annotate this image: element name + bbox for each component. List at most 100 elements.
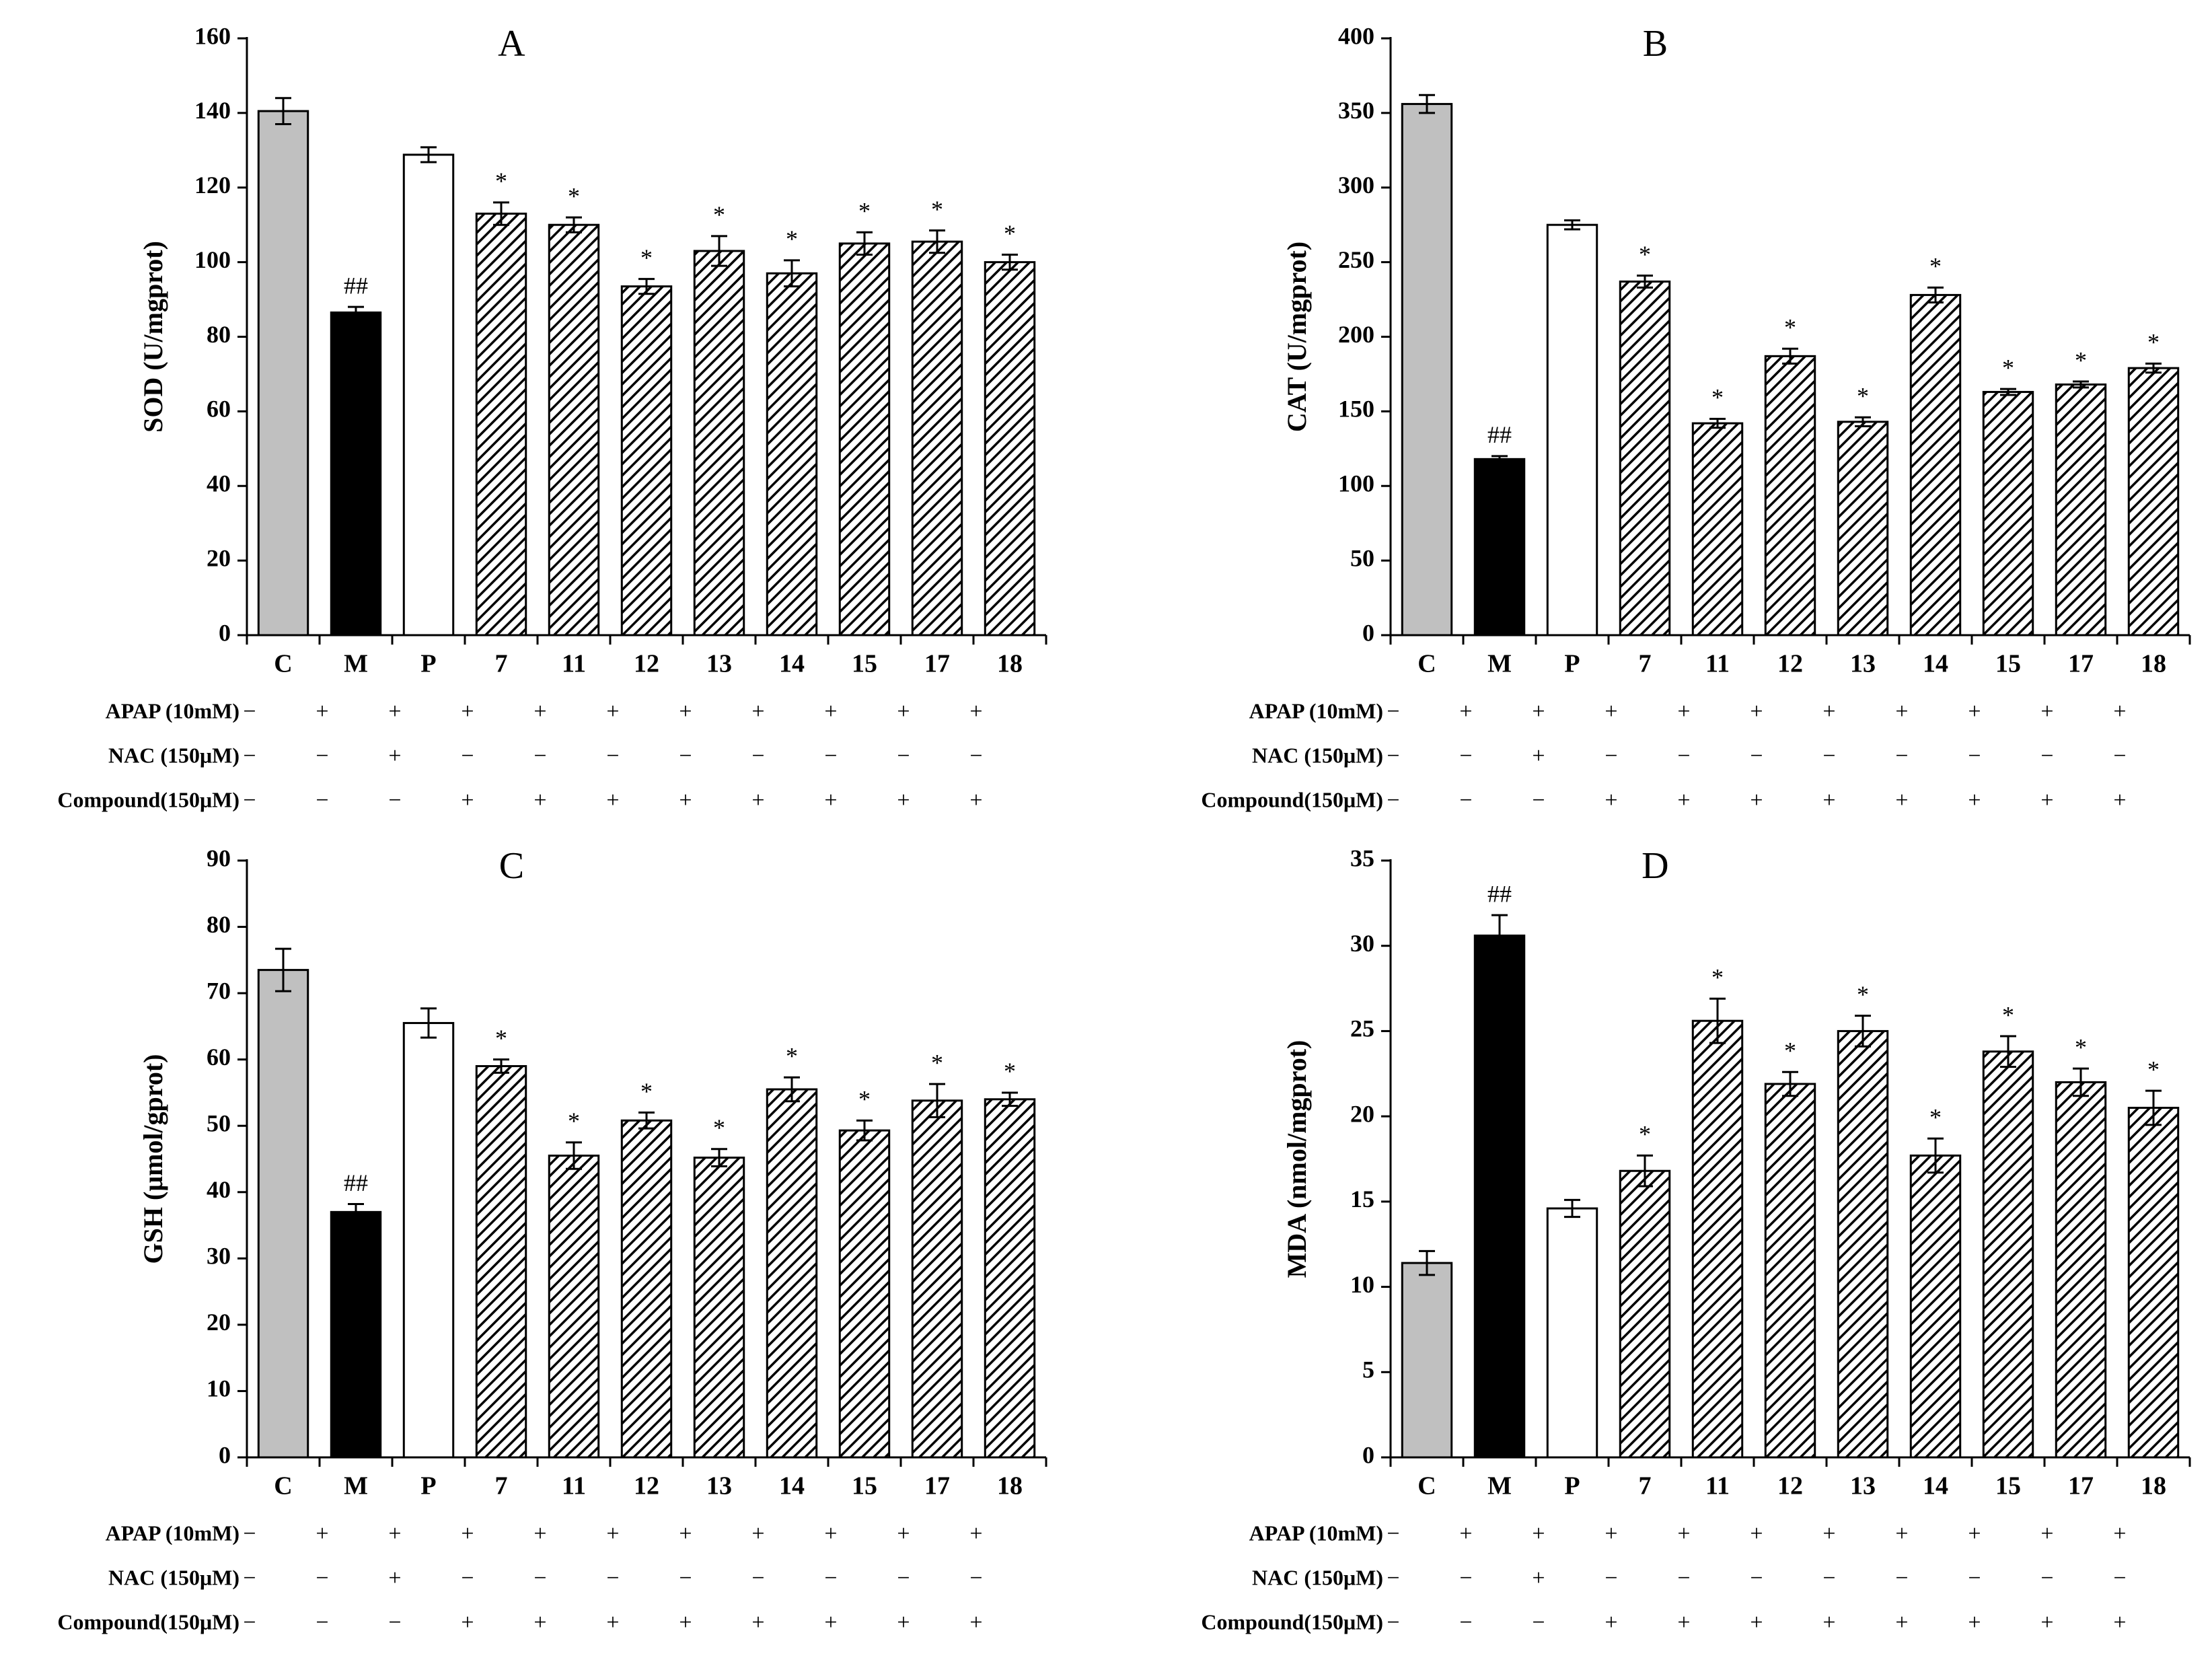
treatment-sign: + <box>1895 1610 1908 1635</box>
y-tick-label: 100 <box>1338 470 1374 497</box>
error-bar <box>348 1203 364 1221</box>
significance-mark: * <box>495 1025 507 1052</box>
x-tick-label: 11 <box>562 1472 586 1500</box>
bar <box>330 311 382 637</box>
treatment-sign: + <box>316 699 328 724</box>
treatment-sign: − <box>2113 1566 2126 1591</box>
treatment-sign: − <box>388 788 401 813</box>
error-bar <box>2145 1089 2162 1126</box>
treatment-sign: + <box>388 699 401 724</box>
significance-mark: * <box>2075 347 2087 373</box>
treatment-sign: + <box>606 699 619 724</box>
significance-mark: * <box>1784 1038 1796 1064</box>
error-bar <box>1564 219 1580 231</box>
treatment-sign: − <box>1968 1566 1981 1591</box>
x-tick-label: 15 <box>1995 650 2021 678</box>
y-tick-label: 60 <box>207 1044 231 1070</box>
treatment-label: APAP (10mM) <box>106 1521 239 1545</box>
treatment-label: APAP (10mM) <box>1249 698 1383 723</box>
treatment-sign: + <box>388 1566 401 1591</box>
x-tick-label: 14 <box>1923 650 1948 678</box>
treatment-sign: − <box>1387 1521 1399 1546</box>
bar <box>1764 355 1816 637</box>
error-bar <box>1419 94 1435 114</box>
x-tick-label: 13 <box>706 1472 732 1500</box>
y-axis-label: GSH (μmol/gprot) <box>138 1054 168 1264</box>
panel: D MDA (nmol/mgprot) 0 5 10 15 20 25 30 35 C ## M P * 7 *… <box>1201 844 2191 1635</box>
treatment-sign: + <box>2040 788 2053 813</box>
y-tick-label: 30 <box>207 1243 231 1270</box>
treatment-sign: + <box>606 788 619 813</box>
treatment-sign: + <box>824 1610 837 1635</box>
treatment-sign: + <box>1459 1521 1472 1546</box>
treatment-sign: − <box>606 743 619 768</box>
y-tick-label: 10 <box>207 1375 231 1402</box>
treatment-sign: + <box>1605 1521 1617 1546</box>
treatment-sign: + <box>1605 788 1617 813</box>
treatment-sign: − <box>1387 1566 1399 1591</box>
significance-mark: * <box>1711 964 1724 991</box>
x-tick-label: 12 <box>1777 650 1803 678</box>
bar <box>1909 293 1962 637</box>
treatment-sign: + <box>1895 699 1908 724</box>
treatment-sign: − <box>1968 743 1981 768</box>
treatment-sign: + <box>1750 699 1763 724</box>
x-tick-label: 18 <box>997 1472 1023 1500</box>
treatment-sign: + <box>461 788 474 813</box>
x-tick-label: 11 <box>1705 1472 1730 1500</box>
treatment-sign: + <box>1750 1521 1763 1546</box>
x-tick-label: 11 <box>562 650 586 678</box>
error-bar <box>275 947 291 992</box>
treatment-sign: + <box>897 1521 910 1546</box>
significance-mark: * <box>713 201 725 228</box>
y-tick-label: 20 <box>207 544 231 571</box>
treatment-sign: − <box>1532 788 1545 813</box>
bar <box>2055 1081 2107 1459</box>
treatment-sign: − <box>243 1521 256 1546</box>
error-bar <box>1002 254 1018 271</box>
x-tick-label: 13 <box>706 650 732 678</box>
treatment-sign: − <box>969 1566 982 1591</box>
error-bar <box>1927 1137 1944 1174</box>
error-bar <box>1855 416 1871 428</box>
significance-mark: * <box>640 1078 653 1105</box>
y-tick-label: 0 <box>219 619 231 646</box>
bar <box>693 1157 745 1459</box>
bar <box>911 240 963 637</box>
treatment-sign: − <box>1677 1566 1690 1591</box>
x-tick-label: M <box>1487 1472 1512 1500</box>
bar <box>1401 103 1453 637</box>
error-bar <box>1782 1070 1798 1097</box>
treatment-sign: − <box>316 788 328 813</box>
treatment-sign: + <box>1677 1521 1690 1546</box>
bar <box>1837 1029 1889 1459</box>
y-tick-label: 80 <box>207 911 231 938</box>
treatment-sign: − <box>824 743 837 768</box>
x-tick-label: 11 <box>1705 650 1730 678</box>
panel: A SOD (U/mgprot) 0 20 40 60 80 100 120 140 160 C ## M… <box>57 22 1047 813</box>
panel-title: B <box>1643 23 1668 65</box>
significance-mark: * <box>1639 1121 1651 1148</box>
significance-mark: * <box>1857 981 1869 1008</box>
treatment-sign: + <box>533 699 546 724</box>
x-tick-label: 15 <box>1995 1472 2021 1500</box>
treatment-sign: + <box>533 788 546 813</box>
panel-title: A <box>498 23 525 65</box>
bar <box>1837 421 1889 637</box>
treatment-sign: − <box>388 1610 401 1635</box>
y-tick-label: 10 <box>1350 1271 1374 1298</box>
y-tick-label: 350 <box>1338 97 1374 124</box>
bar <box>766 272 818 637</box>
error-bar <box>1564 1198 1580 1219</box>
error-bar <box>2000 1035 2016 1068</box>
treatment-sign: − <box>316 1610 328 1635</box>
treatment-sign: + <box>1605 699 1617 724</box>
y-tick-label: 5 <box>1362 1356 1374 1383</box>
bar <box>402 153 455 637</box>
treatment-sign: + <box>1750 788 1763 813</box>
treatment-sign: − <box>679 1566 692 1591</box>
treatment-sign: + <box>679 1610 692 1635</box>
x-tick-label: 14 <box>779 1472 805 1500</box>
error-bar <box>784 259 800 288</box>
x-tick-label: 17 <box>924 1472 950 1500</box>
